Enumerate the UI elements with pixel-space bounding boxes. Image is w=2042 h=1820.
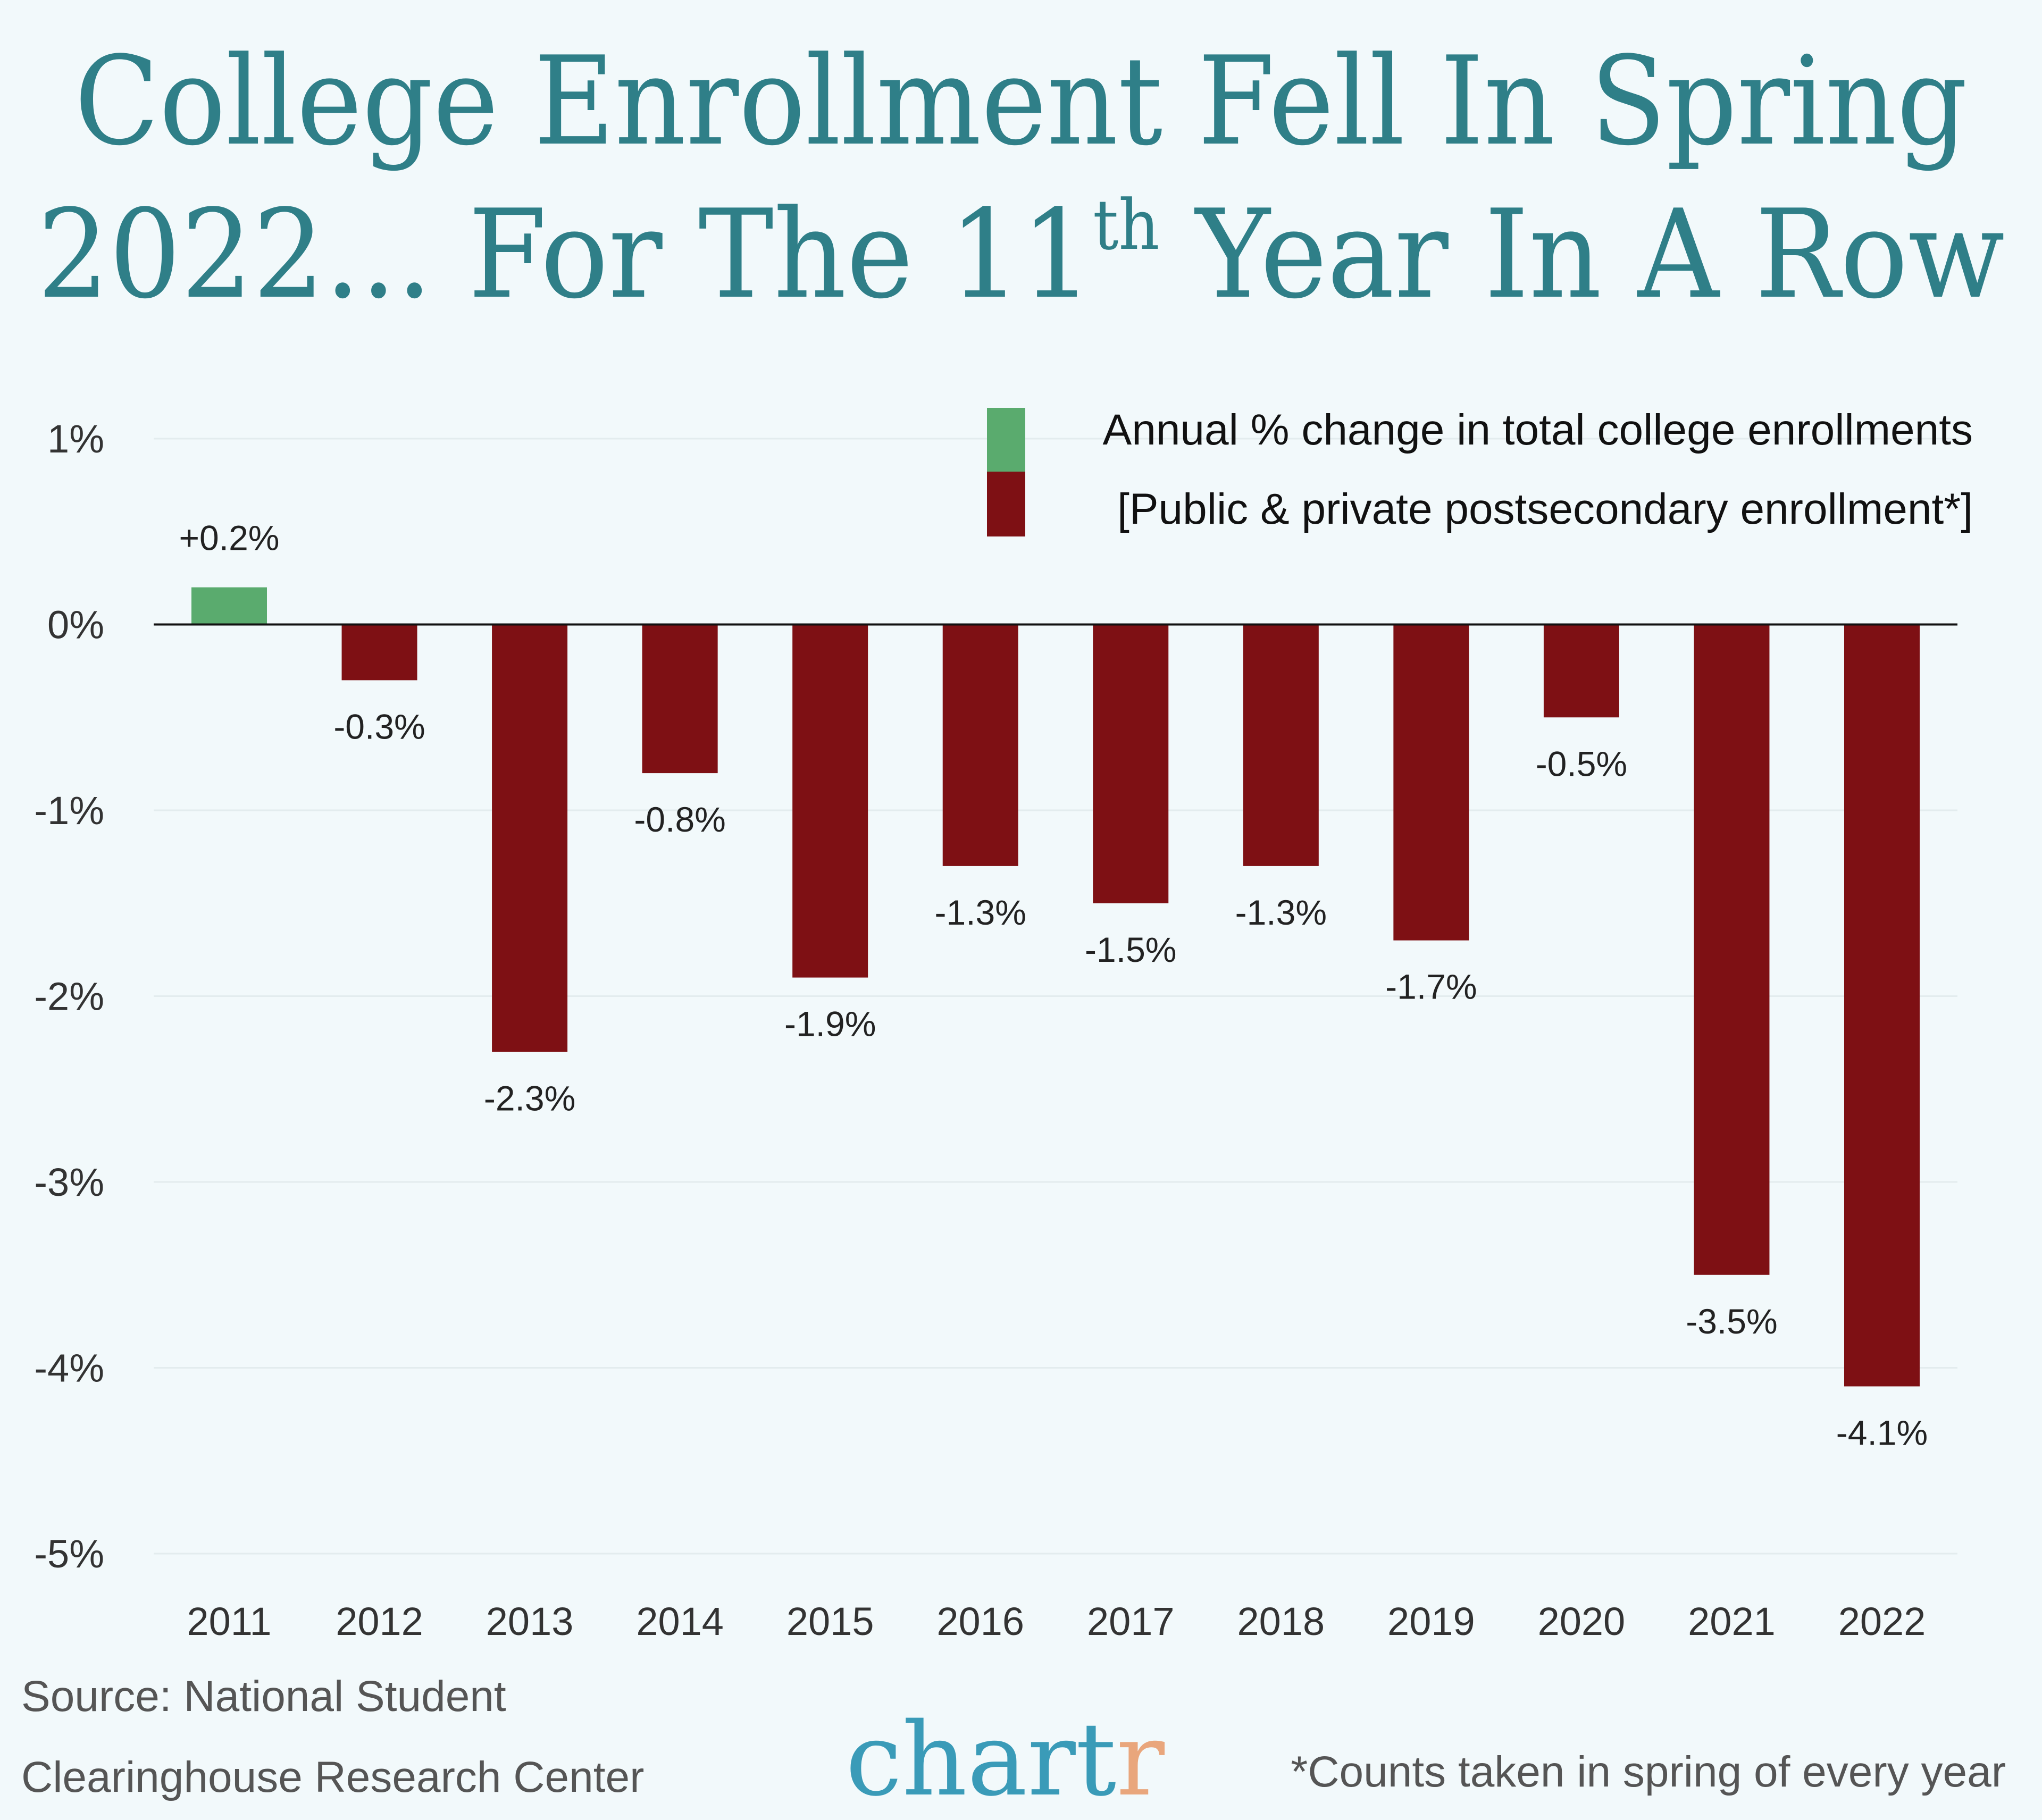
data-label: -1.7% bbox=[1385, 967, 1477, 1007]
footnote: *Counts taken in spring of every year bbox=[1291, 1748, 2006, 1796]
bar-2022 bbox=[1844, 624, 1920, 1387]
x-tick-label: 2012 bbox=[336, 1599, 423, 1643]
x-tick-label: 2018 bbox=[1237, 1599, 1325, 1643]
data-label: -1.3% bbox=[935, 893, 1026, 932]
bar-2012 bbox=[341, 624, 417, 681]
x-tick-label: 2022 bbox=[1838, 1599, 1926, 1643]
bar-2011 bbox=[191, 587, 267, 625]
source-line2: Clearinghouse Research Center bbox=[21, 1753, 644, 1801]
x-tick-label: 2014 bbox=[636, 1599, 724, 1643]
legend-line1: Annual % change in total college enrollm… bbox=[1103, 406, 1973, 454]
bar-2021 bbox=[1694, 624, 1770, 1275]
y-tick-label: -5% bbox=[34, 1532, 104, 1576]
chart-title-line1: College Enrollment Fell In Spring bbox=[74, 31, 1968, 173]
x-tick-label: 2011 bbox=[187, 1599, 271, 1643]
y-tick-label: 0% bbox=[47, 603, 104, 647]
y-tick-label: -1% bbox=[34, 789, 104, 833]
bars bbox=[191, 587, 1920, 1387]
y-tick-label: -2% bbox=[34, 975, 104, 1019]
legend-line2: [Public & private postsecondary enrollme… bbox=[1117, 485, 1973, 533]
y-tick-label: 1% bbox=[47, 417, 104, 461]
legend-swatch-positive bbox=[987, 408, 1025, 472]
x-tick-label: 2013 bbox=[486, 1599, 574, 1643]
chartr-logo: chartr bbox=[846, 1701, 1165, 1818]
chart-title-line2: 2022... For The 11th Year In A Row bbox=[37, 184, 2005, 326]
y-axis-ticks: 1% 0% -1% -2% -3% -4% -5% bbox=[34, 417, 104, 1576]
bar-2020 bbox=[1543, 624, 1619, 718]
data-label: -2.3% bbox=[484, 1078, 575, 1118]
bar-2017 bbox=[1093, 624, 1169, 903]
gridlines bbox=[154, 438, 1957, 1555]
bar-2016 bbox=[942, 624, 1018, 866]
title-line2-pre: 2022... For The 11 bbox=[37, 184, 1093, 326]
bar-2014 bbox=[642, 624, 718, 774]
x-tick-label: 2021 bbox=[1688, 1599, 1776, 1643]
x-tick-label: 2019 bbox=[1387, 1599, 1475, 1643]
data-label: -3.5% bbox=[1686, 1302, 1777, 1341]
title-line2-post: Year In A Row bbox=[1160, 184, 2005, 326]
legend: Annual % change in total college enrollm… bbox=[987, 406, 1973, 536]
x-tick-label: 2017 bbox=[1087, 1599, 1175, 1643]
data-label: -0.8% bbox=[634, 800, 725, 839]
data-label: -0.5% bbox=[1536, 744, 1627, 783]
y-tick-label: -4% bbox=[34, 1346, 104, 1390]
x-axis-ticks: 2011 2012 2013 2014 2015 2016 2017 2018 2019 2020… bbox=[187, 1599, 1926, 1643]
bar-2018 bbox=[1243, 624, 1319, 866]
data-label: -1.3% bbox=[1235, 893, 1327, 932]
bar-2015 bbox=[792, 624, 868, 978]
bar-2013 bbox=[492, 624, 568, 1052]
data-label: -1.5% bbox=[1085, 930, 1176, 969]
x-tick-label: 2016 bbox=[936, 1599, 1024, 1643]
data-label: -0.3% bbox=[333, 707, 425, 746]
bar-2019 bbox=[1393, 624, 1469, 941]
title-superscript: th bbox=[1093, 184, 1160, 265]
x-tick-label: 2015 bbox=[786, 1599, 874, 1643]
x-tick-label: 2020 bbox=[1538, 1599, 1626, 1643]
source-line1: Source: National Student bbox=[21, 1672, 506, 1721]
y-tick-label: -3% bbox=[34, 1160, 104, 1204]
data-label: -1.9% bbox=[784, 1004, 876, 1044]
data-label: -4.1% bbox=[1836, 1413, 1928, 1452]
data-labels: +0.2% -0.3% -2.3% -0.8% -1.9% -1.3% -1.5% -1.3%… bbox=[179, 518, 1928, 1453]
data-label: +0.2% bbox=[179, 518, 280, 558]
legend-swatch-negative bbox=[987, 472, 1025, 536]
